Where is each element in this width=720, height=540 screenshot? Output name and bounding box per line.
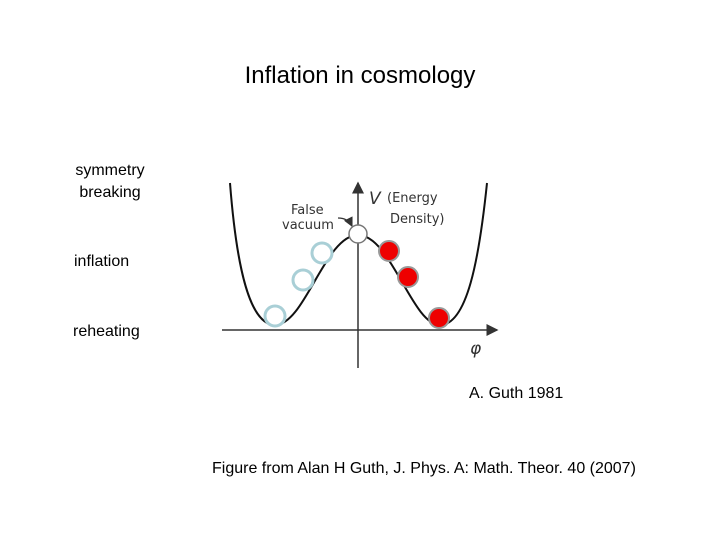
axis-note: (Energy: [387, 191, 438, 206]
axis-label: φ: [470, 339, 482, 359]
field-state: [263, 304, 287, 328]
title: Inflation in cosmology: [244, 62, 476, 89]
field-state: [397, 266, 419, 288]
stage-label: symmetry breaking: [75, 162, 145, 201]
field-state: [310, 241, 334, 265]
stage-label: reheating: [73, 323, 140, 340]
field-state: [291, 268, 315, 292]
axis-note: Density): [390, 212, 445, 227]
pointer-arrow: [337, 216, 353, 228]
field-state: [348, 224, 368, 244]
figure-label: vacuum: [282, 218, 334, 233]
caption: Figure from Alan H Guth, J. Phys. A: Mat…: [212, 460, 636, 477]
attribution: A. Guth 1981: [469, 385, 564, 402]
figure-label: False: [291, 203, 324, 218]
stage-label: inflation: [74, 253, 130, 270]
field-state: [428, 307, 450, 329]
axis-label: V: [369, 189, 382, 209]
field-state: [378, 240, 400, 262]
